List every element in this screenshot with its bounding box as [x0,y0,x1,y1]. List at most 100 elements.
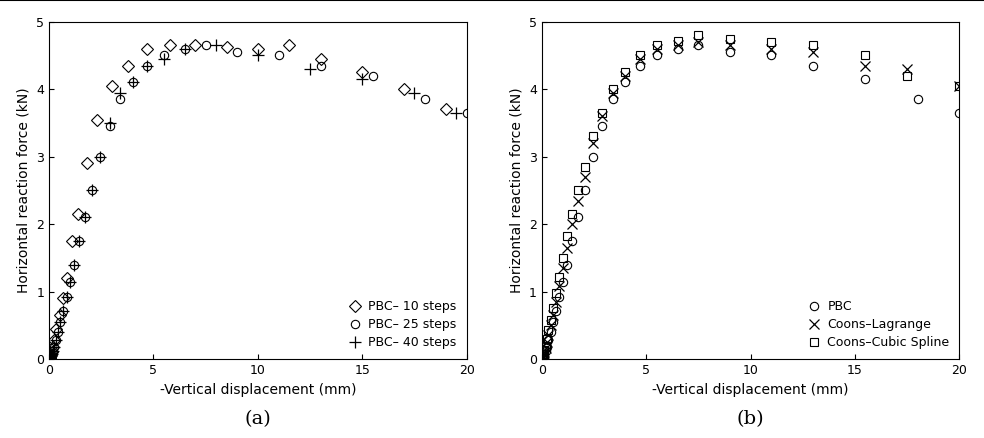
Coons–Cubic Spline [672,38,684,43]
PBC– 40 steps [252,53,264,58]
PBC– 25 steps [43,356,55,361]
PBC– 25 steps [47,349,59,354]
PBC– 10 steps [399,87,410,92]
PBC– 25 steps [44,355,56,360]
Coons–Lagrange [579,174,590,180]
PBC [541,344,553,350]
PBC– 40 steps [127,80,139,85]
PBC– 40 steps [103,120,115,126]
PBC– 25 steps [64,279,76,284]
PBC [693,42,705,48]
PBC– 40 steps [61,294,73,300]
Coons–Cubic Spline [953,83,965,88]
Coons–Cubic Spline [541,336,553,342]
PBC– 10 steps [92,117,103,122]
PBC [537,355,549,360]
Coons–Lagrange [572,198,584,203]
PBC– 10 steps [57,296,69,301]
PBC– 25 steps [367,73,379,78]
PBC [537,354,549,359]
PBC– 10 steps [73,212,85,217]
Coons–Lagrange [860,63,872,68]
PBC [634,63,646,68]
PBC– 40 steps [451,110,462,116]
PBC– 25 steps [127,80,139,85]
PBC– 10 steps [48,338,60,343]
Coons–Cubic Spline [579,164,590,170]
Coons–Cubic Spline [553,274,565,279]
PBC– 40 steps [50,338,62,343]
Coons–Cubic Spline [539,343,551,348]
Coons–Cubic Spline [547,305,559,311]
PBC– 25 steps [79,215,91,220]
Coons–Lagrange [566,222,578,227]
PBC– 25 steps [57,308,69,313]
PBC [561,262,573,267]
PBC– 40 steps [79,215,91,220]
PBC– 40 steps [142,63,154,68]
PBC– 25 steps [54,319,66,325]
PBC– 25 steps [200,42,212,48]
PBC [566,238,578,244]
PBC– 40 steps [44,356,56,361]
Coons–Lagrange [596,113,608,119]
Coons–Lagrange [650,46,662,51]
Coons–Lagrange [807,49,819,55]
PBC– 25 steps [46,352,58,357]
PBC– 10 steps [315,56,327,61]
Coons–Cubic Spline [587,134,599,139]
PBC– 40 steps [179,46,191,51]
PBC– 40 steps [44,355,56,360]
PBC– 25 steps [231,49,243,55]
Coons–Lagrange [544,323,556,328]
Legend: PBC– 10 steps, PBC– 25 steps, PBC– 40 steps: PBC– 10 steps, PBC– 25 steps, PBC– 40 st… [343,297,461,353]
PBC [766,53,777,58]
Coons–Cubic Spline [860,53,872,58]
PBC– 25 steps [86,188,97,193]
PBC– 10 steps [45,350,57,355]
Coons–Cubic Spline [542,328,554,333]
Coons–Cubic Spline [538,348,550,353]
PBC– 40 steps [86,188,97,193]
Coons–Lagrange [539,345,551,350]
PBC– 25 steps [45,354,57,359]
PBC [547,319,559,325]
Coons–Lagrange [561,245,573,251]
Coons–Cubic Spline [550,290,562,296]
PBC [860,76,872,81]
PBC– 40 steps [356,76,368,81]
PBC– 10 steps [66,238,78,244]
X-axis label: -Vertical displacement (mm): -Vertical displacement (mm) [652,382,849,396]
Coons–Cubic Spline [557,255,569,261]
PBC– 10 steps [47,344,59,350]
Line: PBC– 40 steps: PBC– 40 steps [44,40,461,364]
PBC– 40 steps [52,329,64,335]
Coons–Cubic Spline [650,42,662,48]
Coons–Cubic Spline [572,188,584,193]
Coons–Lagrange [537,352,549,357]
PBC– 10 steps [189,42,201,48]
PBC– 40 steps [54,319,66,325]
Coons–Lagrange [619,73,631,78]
PBC– 10 steps [164,42,176,48]
PBC [557,279,569,284]
Coons–Lagrange [634,56,646,61]
PBC– 40 steps [158,56,170,61]
Y-axis label: Horizontal reaction force (kN): Horizontal reaction force (kN) [17,88,31,293]
Text: (a): (a) [244,410,272,428]
PBC– 25 steps [158,53,170,58]
Coons–Lagrange [672,42,684,48]
Coons–Cubic Spline [536,356,548,361]
PBC [572,215,584,220]
PBC [536,356,548,361]
PBC– 10 steps [61,276,73,281]
Coons–Cubic Spline [561,234,573,239]
PBC– 25 steps [273,53,284,58]
PBC [579,188,590,193]
Coons–Cubic Spline [693,32,705,38]
PBC– 25 steps [142,63,154,68]
PBC– 25 steps [315,63,327,68]
Legend: PBC, Coons–Lagrange, Coons–Cubic Spline: PBC, Coons–Lagrange, Coons–Cubic Spline [802,297,953,353]
PBC [953,110,965,116]
Coons–Cubic Spline [901,73,913,78]
